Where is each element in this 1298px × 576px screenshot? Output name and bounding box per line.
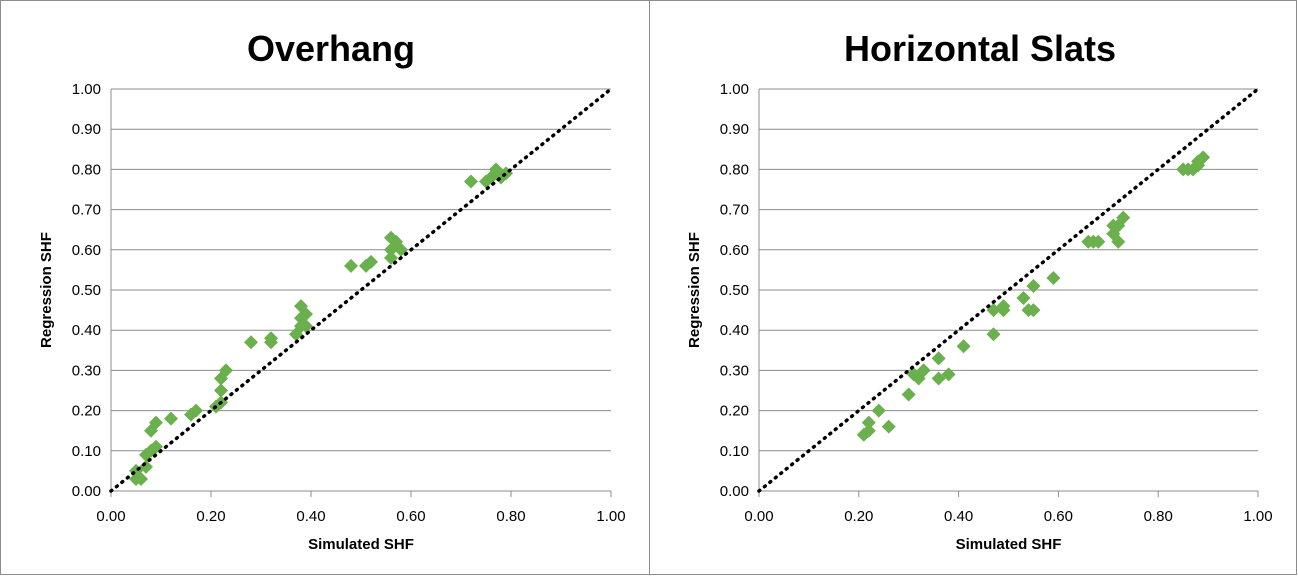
data-point-diamond — [139, 459, 153, 474]
chart-title: Overhang — [247, 28, 415, 69]
x-tick-label: 0.80 — [496, 508, 525, 525]
data-point-diamond — [299, 307, 313, 322]
data-point-diamond — [364, 254, 378, 269]
data-point-diamond — [931, 351, 946, 366]
data-point-diamond — [299, 319, 313, 334]
data-point-diamond — [1196, 150, 1211, 165]
y-tick-label: 0.40 — [720, 322, 749, 339]
x-tick-label: 0.40 — [944, 508, 973, 525]
data-point-diamond — [244, 335, 258, 350]
data-point-diamond — [1091, 234, 1106, 249]
x-tick-label: 0.20 — [844, 508, 873, 525]
x-tick-label: 0.00 — [744, 508, 773, 525]
x-tick-label: 1.00 — [596, 508, 625, 525]
horizontal-slats-chart: Horizontal Slats 0.00 0.10 0.20 0.30 0.40 0.50… — [686, 28, 1273, 553]
data-point-diamond — [189, 403, 203, 418]
y-axis-title: Regression SHF — [686, 232, 703, 348]
y-tick-label: 0.50 — [72, 282, 101, 299]
x-axis-title: Simulated SHF — [308, 536, 414, 553]
data-point-diamond — [1026, 278, 1041, 293]
y-tick-label: 0.90 — [72, 121, 101, 138]
y-tick-label: 0.70 — [720, 202, 749, 219]
data-point-diamond — [861, 415, 876, 430]
data-point-diamond — [149, 415, 163, 430]
data-point-diamond — [1046, 270, 1061, 285]
y-axis-title: Regression SHF — [38, 232, 55, 348]
y-tick-label: 1.00 — [72, 81, 101, 98]
y-tick-label: 0.10 — [720, 443, 749, 460]
reference-line — [757, 87, 1260, 493]
data-point-diamond — [956, 339, 971, 354]
x-tick-label: 0.00 — [96, 508, 125, 525]
y-tick-label: 1.00 — [720, 81, 749, 98]
data-point-diamond — [214, 383, 228, 398]
data-point-diamond — [164, 411, 178, 426]
y-tick-label: 0.40 — [72, 322, 101, 339]
reference-line — [109, 87, 613, 493]
y-tick-label: 0.30 — [720, 362, 749, 379]
data-point-diamond — [901, 387, 916, 402]
data-point-diamond — [861, 423, 876, 438]
data-point-diamond — [1111, 218, 1126, 233]
y-tick-label: 0.20 — [72, 403, 101, 420]
data-point-diamond — [1111, 234, 1126, 249]
y-tick-label: 0.70 — [72, 202, 101, 219]
chart-panel-overhang: Overhang 0.00 0.10 0.20 0.30 0.40 0.50 0.60 0.70… — [0, 0, 650, 575]
x-tick-label: 0.60 — [396, 508, 425, 525]
data-point-diamond — [464, 174, 478, 189]
y-tick-label: 0.80 — [72, 161, 101, 178]
y-tick-label: 0.50 — [720, 282, 749, 299]
x-tick-label: 0.60 — [1044, 508, 1073, 525]
data-point-diamond — [219, 363, 233, 378]
data-point-diamond — [986, 327, 1001, 342]
data-point-diamond — [941, 367, 956, 382]
data-point-diamond — [264, 331, 278, 346]
x-tick-label: 0.80 — [1144, 508, 1173, 525]
data-point-diamond — [344, 258, 358, 273]
y-tick-label: 0.00 — [720, 483, 749, 500]
data-point-diamond — [1106, 226, 1121, 241]
y-tick-label: 0.60 — [720, 242, 749, 259]
y-tick-label: 0.90 — [720, 121, 749, 138]
x-tick-label: 1.00 — [1243, 508, 1272, 525]
x-axis-title: Simulated SHF — [956, 536, 1062, 553]
data-point-diamond — [1016, 291, 1031, 306]
y-tick-label: 0.80 — [720, 161, 749, 178]
data-point-diamond — [881, 419, 896, 434]
chart-title: Horizontal Slats — [844, 28, 1116, 69]
data-point-diamond — [1026, 303, 1041, 318]
x-tick-label: 0.40 — [296, 508, 325, 525]
y-tick-label: 0.20 — [720, 403, 749, 420]
y-tick-label: 0.30 — [72, 362, 101, 379]
chart-panel-horizontal-slats: Horizontal Slats 0.00 0.10 0.20 0.30 0.40 0.50… — [649, 0, 1297, 575]
data-point-diamond — [384, 230, 398, 245]
y-tick-label: 0.00 — [72, 483, 101, 500]
data-point-diamond — [996, 299, 1011, 314]
data-point-diamond — [871, 403, 886, 418]
x-tick-label: 0.20 — [196, 508, 225, 525]
y-tick-label: 0.60 — [72, 242, 101, 259]
data-point-diamond — [916, 363, 931, 378]
overhang-chart: Overhang 0.00 0.10 0.20 0.30 0.40 0.50 0.60 0.70… — [38, 28, 626, 553]
y-tick-label: 0.10 — [72, 443, 101, 460]
data-point-diamond — [1116, 210, 1131, 225]
